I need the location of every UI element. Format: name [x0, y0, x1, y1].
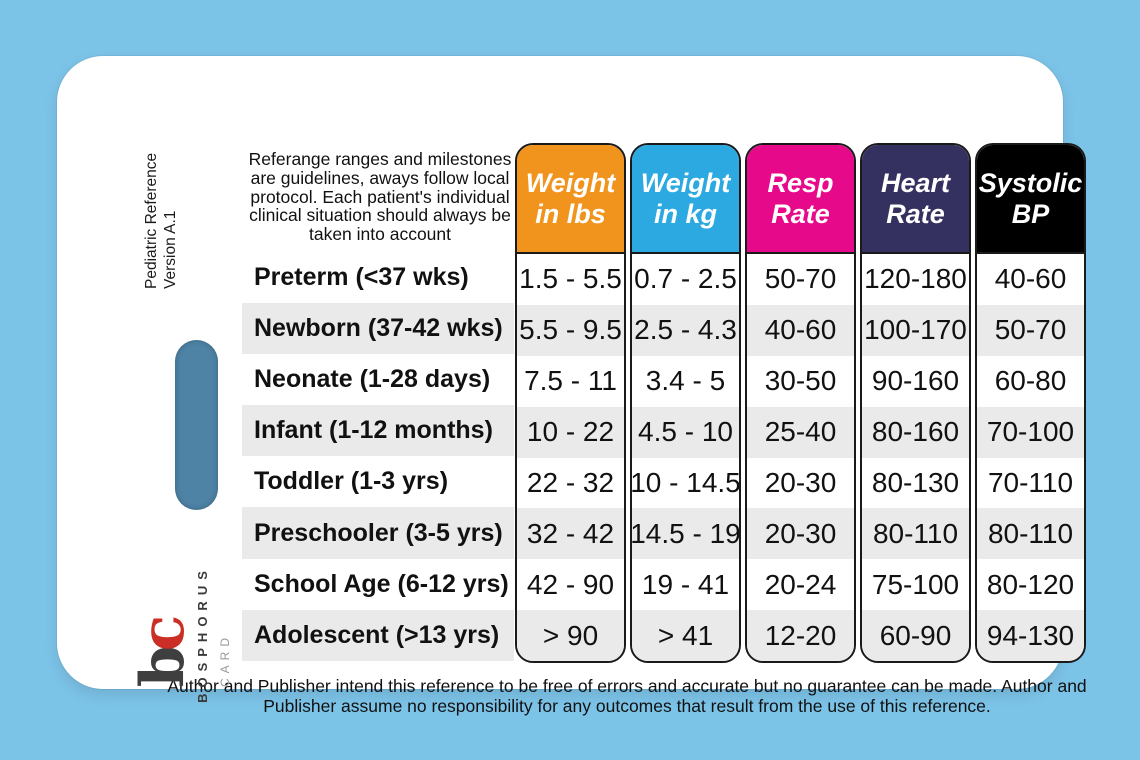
monogram-letter-b: b	[128, 651, 198, 688]
brand-subname: CARD	[218, 633, 232, 688]
column-header-systolic-bp: Systolic BP	[977, 145, 1084, 254]
cell-resp-rate: 20-30	[747, 508, 854, 560]
age-row-school-age: School Age (6-12 yrs)	[254, 569, 509, 598]
cell-heart-rate: 120-180	[864, 263, 967, 295]
column-weight-kg: Weight in kg 0.7 - 2.5 2.5 - 4.3 3.4 - 5…	[630, 143, 741, 663]
age-row-preschooler: Preschooler (3-5 yrs)	[242, 507, 514, 559]
cell-systolic-bp: 40-60	[994, 263, 1067, 295]
cell-weight-kg: 10 - 14.5	[630, 466, 741, 498]
cell-systolic-bp: 50-70	[977, 304, 1084, 356]
column-resp-rate: Resp Rate 50-70 40-60 30-50 25-40 20-30 …	[745, 143, 856, 663]
cell-heart-rate: 90-160	[871, 365, 960, 397]
age-row-newborn: Newborn (37-42 wks)	[242, 303, 514, 355]
age-row-adolescent: Adolescent (>13 yrs)	[242, 609, 514, 661]
cell-systolic-bp: 94-130	[977, 610, 1084, 661]
age-row-neonate: Neonate (1-28 days)	[254, 365, 491, 394]
cell-weight-kg: 4.5 - 10	[632, 406, 739, 458]
cell-resp-rate: 20-24	[764, 568, 837, 600]
cell-systolic-bp: 70-100	[977, 406, 1084, 458]
version-side-label: Pediatric Reference Version A.1	[143, 152, 179, 289]
badge-slot	[175, 340, 218, 510]
cell-resp-rate: 50-70	[764, 263, 837, 295]
cell-weight-kg: 2.5 - 4.3	[632, 304, 739, 356]
age-group-column: Preterm (<37 wks) Newborn (37-42 wks) Ne…	[242, 252, 514, 661]
column-weight-lbs: Weight in lbs 1.5 - 5.5 5.5 - 9.5 7.5 - …	[515, 143, 626, 663]
cell-weight-kg: 0.7 - 2.5	[634, 263, 737, 295]
age-row-infant: Infant (1-12 months)	[242, 405, 514, 457]
monogram-letter-c: c	[128, 620, 198, 652]
column-heart-rate: Heart Rate 120-180 100-170 90-160 80-160…	[860, 143, 971, 663]
cell-weight-kg: 3.4 - 5	[645, 365, 726, 397]
cell-heart-rate: 60-90	[862, 610, 969, 661]
column-header-weight-lbs: Weight in lbs	[517, 145, 624, 254]
cell-weight-lbs: 32 - 42	[517, 508, 624, 560]
cell-systolic-bp: 60-80	[994, 365, 1067, 397]
cell-resp-rate: 30-50	[764, 365, 837, 397]
cell-weight-lbs: 22 - 32	[526, 466, 615, 498]
brand-monogram-icon: bc	[128, 604, 198, 704]
cell-weight-lbs: 5.5 - 9.5	[517, 304, 624, 356]
column-systolic-bp: Systolic BP 40-60 50-70 60-80 70-100 70-…	[975, 143, 1086, 663]
cell-resp-rate: 40-60	[747, 304, 854, 356]
guidelines-note: Referange ranges and milestones are guid…	[248, 149, 512, 245]
cell-weight-lbs: > 90	[517, 610, 624, 661]
age-row-toddler: Toddler (1-3 yrs)	[254, 467, 449, 496]
column-header-weight-kg: Weight in kg	[632, 145, 739, 254]
age-row-preterm: Preterm (<37 wks)	[254, 263, 469, 292]
cell-weight-lbs: 42 - 90	[526, 568, 615, 600]
cell-weight-kg: > 41	[632, 610, 739, 661]
cell-resp-rate: 25-40	[747, 406, 854, 458]
cell-weight-lbs: 1.5 - 5.5	[519, 263, 622, 295]
cell-resp-rate: 12-20	[747, 610, 854, 661]
cell-heart-rate: 100-170	[862, 304, 969, 356]
cell-weight-kg: 14.5 - 19	[632, 508, 739, 560]
cell-heart-rate: 75-100	[871, 568, 960, 600]
cell-weight-kg: 19 - 41	[641, 568, 730, 600]
cell-weight-lbs: 7.5 - 11	[524, 365, 617, 397]
cell-systolic-bp: 80-110	[977, 508, 1084, 560]
cell-resp-rate: 20-30	[764, 466, 837, 498]
column-header-resp-rate: Resp Rate	[747, 145, 854, 254]
cell-heart-rate: 80-110	[862, 508, 969, 560]
cell-heart-rate: 80-160	[862, 406, 969, 458]
cell-systolic-bp: 70-110	[987, 466, 1074, 498]
column-header-heart-rate: Heart Rate	[862, 145, 969, 254]
cell-weight-lbs: 10 - 22	[517, 406, 624, 458]
reference-card: Pediatric Reference Version A.1 Referang…	[57, 56, 1087, 715]
brand-name: BOSPHORUS	[195, 565, 210, 703]
cell-systolic-bp: 80-120	[986, 568, 1075, 600]
liability-disclaimer: Author and Publisher intend this referen…	[167, 676, 1087, 716]
cell-heart-rate: 80-130	[871, 466, 960, 498]
